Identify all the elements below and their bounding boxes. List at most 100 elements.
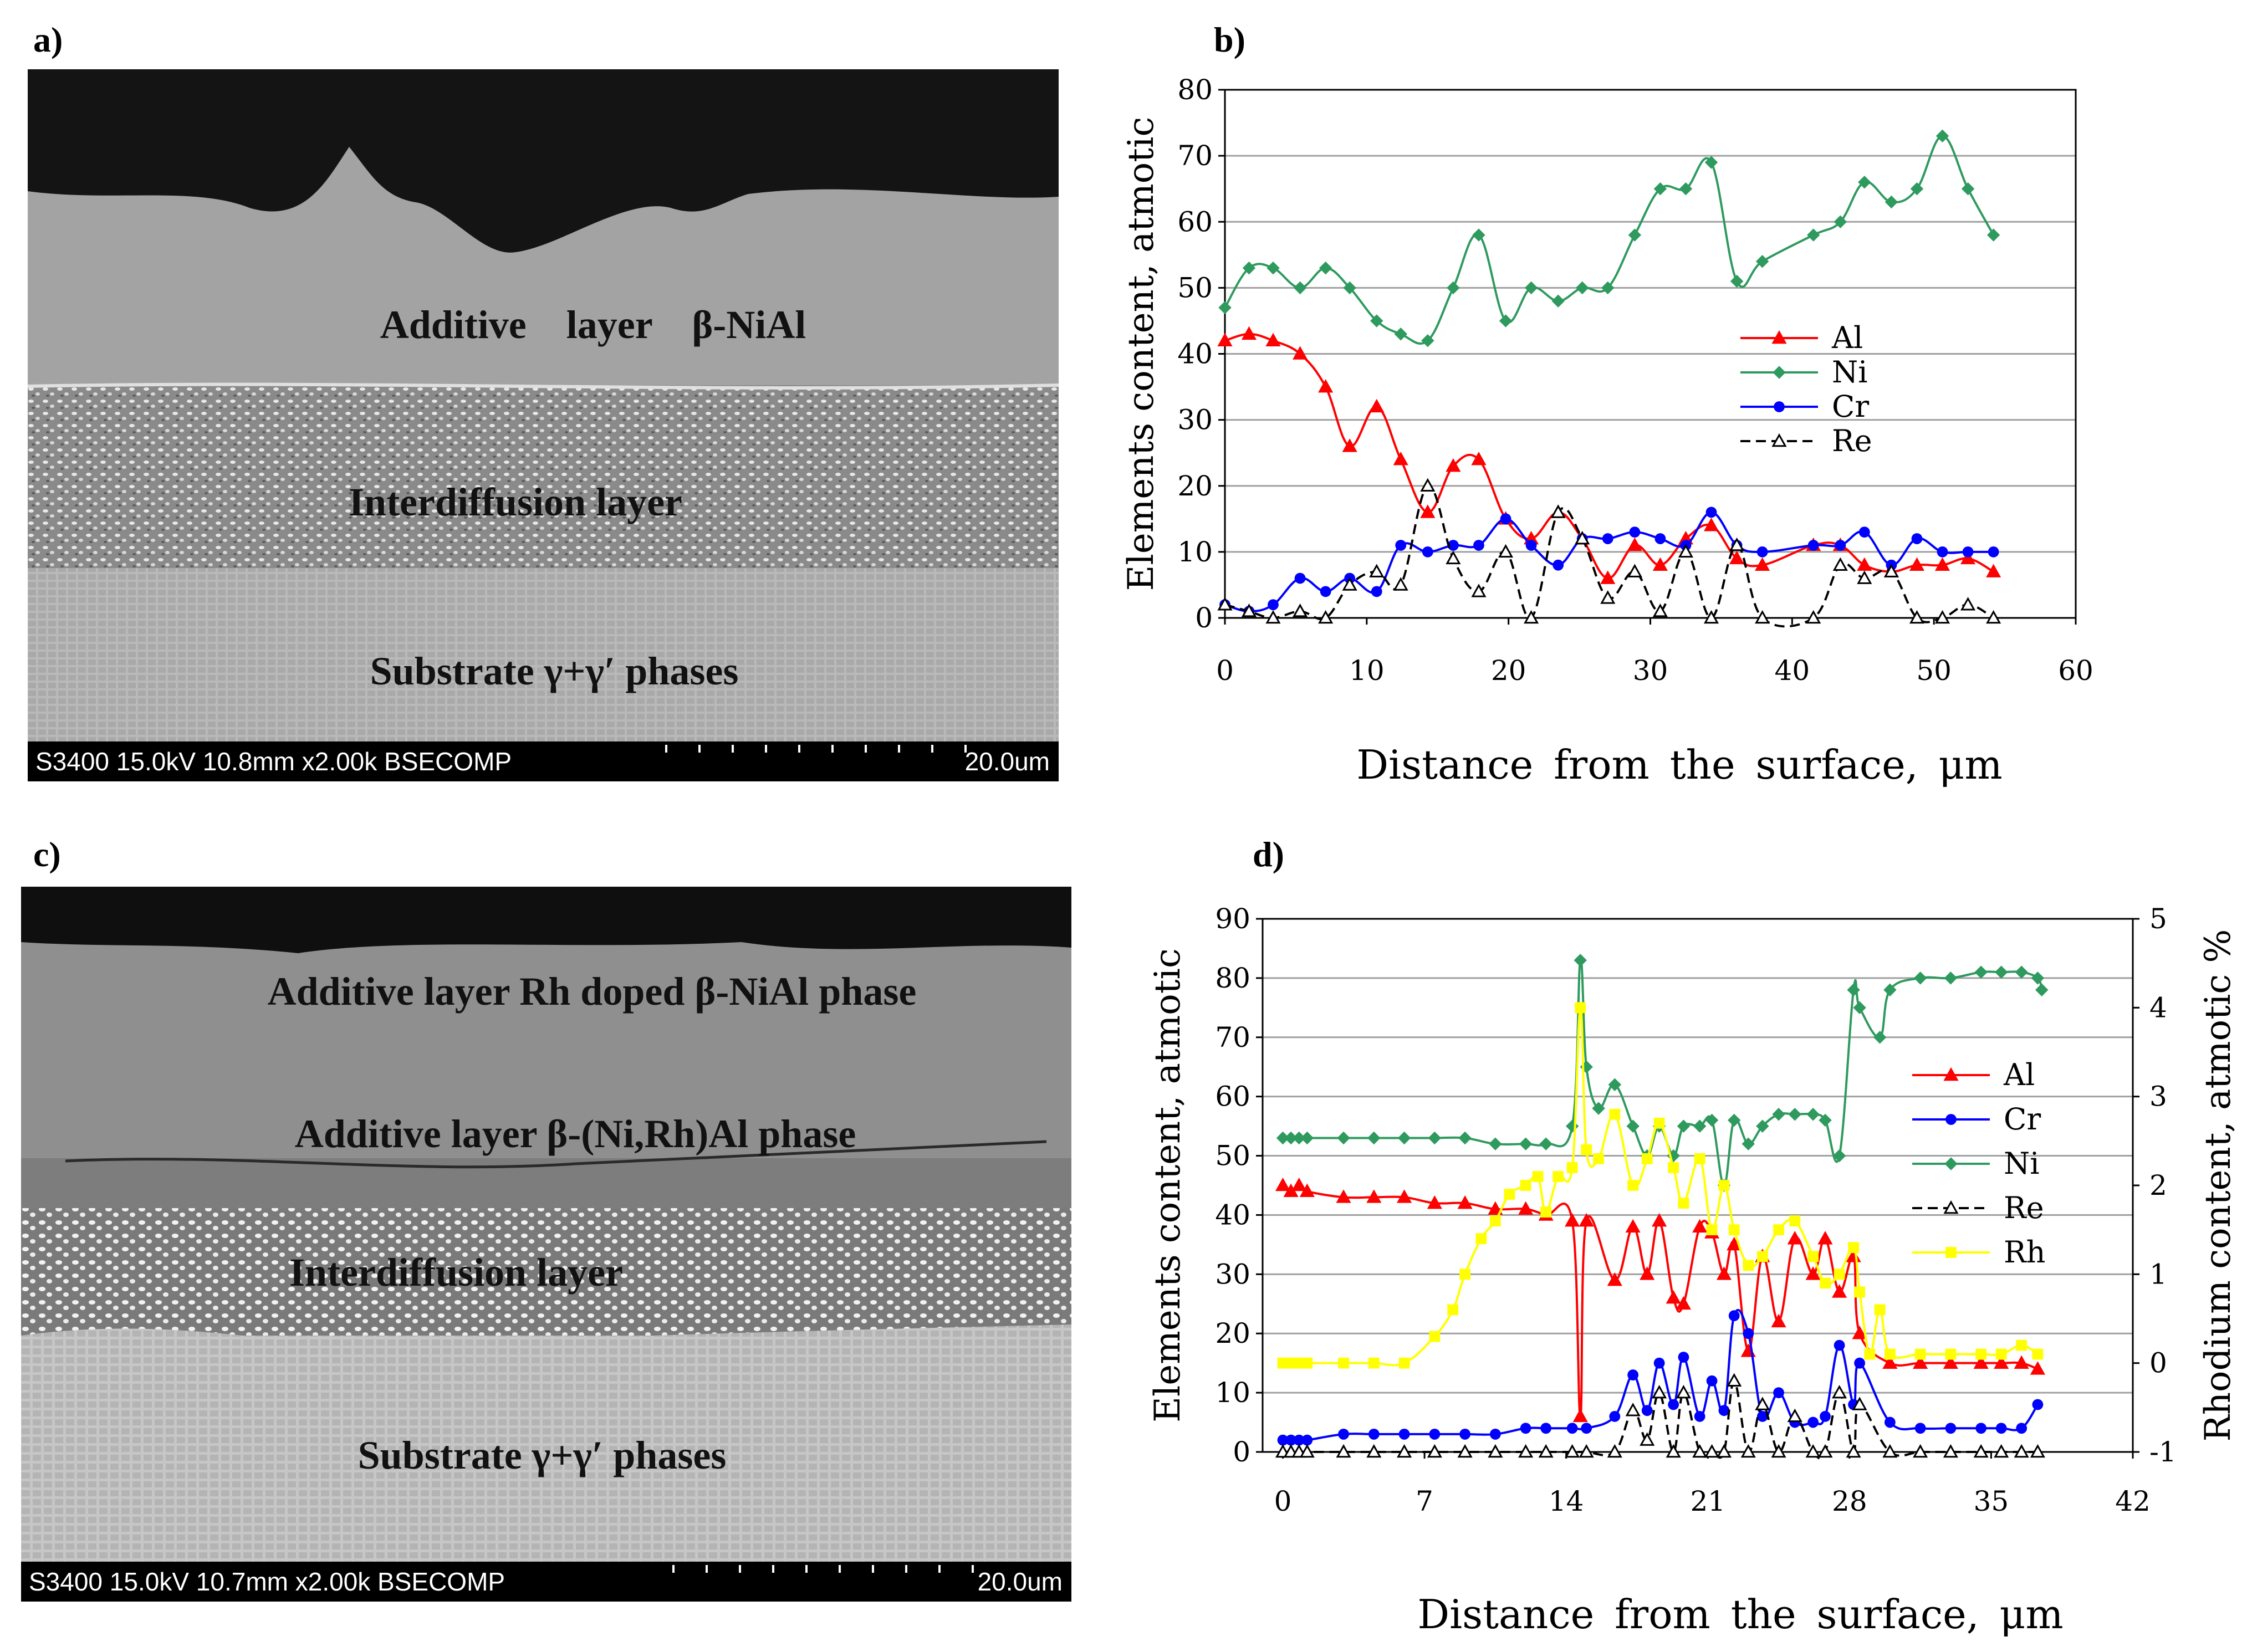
data-point-re bbox=[1607, 1444, 1622, 1458]
data-point-ni bbox=[2035, 983, 2049, 996]
data-point-al bbox=[1241, 326, 1257, 340]
legend-marker-al bbox=[1943, 1067, 1959, 1081]
y-tick-label: 50 bbox=[1215, 1140, 1250, 1172]
y-tick-label: 90 bbox=[1215, 903, 1250, 935]
x-axis-label: Distance from the surface, μm bbox=[1417, 1591, 2063, 1638]
data-point-al bbox=[1275, 1177, 1291, 1191]
y2-tick-label: 2 bbox=[2149, 1169, 2167, 1201]
data-point-ni bbox=[1853, 1001, 1866, 1015]
x-tick-label: 30 bbox=[1633, 654, 1668, 687]
data-point-cr bbox=[2032, 1399, 2044, 1410]
y-tick-label: 80 bbox=[1177, 74, 1213, 106]
data-point-rh bbox=[1756, 1251, 1768, 1262]
data-point-al bbox=[1420, 504, 1436, 518]
layer-label-a-additive: Additive layer β-NiAl bbox=[380, 303, 806, 347]
y2-axis-label: Rhodium content, atmotic % bbox=[2198, 929, 2239, 1442]
data-point-ni bbox=[1807, 228, 1820, 242]
data-point-re bbox=[1446, 550, 1461, 565]
data-point-al bbox=[1565, 1213, 1580, 1227]
data-point-re bbox=[1420, 478, 1436, 492]
data-point-re bbox=[1457, 1444, 1473, 1458]
data-point-rh bbox=[1834, 1269, 1845, 1280]
data-point-cr bbox=[1473, 540, 1484, 551]
legend-marker-re bbox=[1771, 433, 1787, 447]
x-tick-label: 42 bbox=[2115, 1485, 2151, 1517]
data-point-al bbox=[1755, 557, 1770, 571]
data-point-rh bbox=[1581, 1144, 1592, 1155]
data-point-ni bbox=[1913, 971, 1927, 985]
data-point-ni bbox=[1628, 228, 1642, 242]
data-point-rh bbox=[1914, 1348, 1926, 1360]
series-line-re bbox=[1224, 484, 1994, 628]
data-point-ni bbox=[1489, 1137, 1502, 1150]
data-point-rh bbox=[1848, 1242, 1860, 1254]
data-point-cr bbox=[1500, 513, 1511, 525]
data-point-cr bbox=[1609, 1410, 1621, 1422]
scale-ticks-a bbox=[665, 745, 967, 753]
data-point-re bbox=[1241, 603, 1257, 617]
data-point-re bbox=[1787, 1408, 1802, 1423]
data-point-re bbox=[2030, 1444, 2045, 1458]
data-point-re bbox=[1994, 1444, 2009, 1458]
series-re bbox=[1217, 478, 2001, 628]
data-point-cr bbox=[1653, 1357, 1665, 1369]
legend-marker-cr bbox=[1945, 1114, 1957, 1125]
data-point-al bbox=[1607, 1272, 1622, 1286]
data-point-al bbox=[1986, 564, 2001, 577]
data-point-ni bbox=[1858, 176, 1871, 189]
data-point-al bbox=[2014, 1355, 2029, 1369]
data-point-ni bbox=[1458, 1131, 1472, 1145]
data-point-cr bbox=[1911, 533, 1923, 544]
data-point-rh bbox=[1789, 1215, 1801, 1227]
legend-label-cr: Cr bbox=[2004, 1102, 2041, 1137]
data-point-cr bbox=[1627, 1369, 1639, 1380]
data-point-rh bbox=[1773, 1224, 1784, 1236]
data-point-re bbox=[1498, 544, 1514, 558]
data-point-cr bbox=[1398, 1429, 1410, 1440]
sem-image-a-graphic bbox=[28, 69, 1059, 781]
data-point-re bbox=[1666, 1444, 1681, 1458]
series-re bbox=[1275, 1373, 2045, 1460]
data-point-cr bbox=[1395, 540, 1407, 551]
x-tick-label: 21 bbox=[1690, 1485, 1725, 1517]
data-point-cr bbox=[1914, 1423, 1926, 1434]
data-point-al bbox=[1652, 557, 1668, 571]
data-point-al bbox=[1293, 346, 1308, 360]
data-point-cr bbox=[1371, 586, 1382, 597]
data-point-al bbox=[1366, 1189, 1382, 1203]
data-point-al bbox=[1994, 1355, 2009, 1369]
legend-marker-al bbox=[1771, 330, 1787, 344]
data-point-re bbox=[1832, 557, 1848, 571]
data-point-cr bbox=[1678, 1352, 1689, 1363]
data-point-cr bbox=[1718, 1405, 1730, 1416]
data-point-ni bbox=[1343, 281, 1356, 295]
data-point-cr bbox=[1668, 1399, 1679, 1410]
data-point-al bbox=[1572, 1408, 1588, 1423]
data-point-rh bbox=[1575, 1002, 1586, 1014]
data-point-re bbox=[1524, 610, 1539, 624]
data-point-al bbox=[1342, 438, 1357, 452]
data-point-cr bbox=[1756, 546, 1768, 558]
x-tick-label: 50 bbox=[1916, 654, 1952, 687]
data-point-rh bbox=[1459, 1269, 1471, 1280]
data-point-re bbox=[1883, 564, 1899, 577]
data-point-cr bbox=[1602, 533, 1613, 544]
data-point-ni bbox=[2015, 965, 2028, 979]
data-point-ni bbox=[1819, 1113, 1832, 1127]
data-point-cr bbox=[1525, 540, 1537, 551]
data-point-cr bbox=[1854, 1357, 1865, 1369]
data-point-al bbox=[1832, 1284, 1847, 1298]
data-point-rh bbox=[1728, 1224, 1740, 1236]
layer-label-c-substrate: Substrate γ+γ′ phases bbox=[358, 1433, 727, 1477]
data-point-ni bbox=[1551, 294, 1565, 308]
data-point-re bbox=[1740, 1444, 1756, 1458]
data-point-re bbox=[1299, 1444, 1315, 1458]
data-point-ni bbox=[1772, 1108, 1785, 1121]
data-point-cr bbox=[1459, 1429, 1471, 1440]
data-point-ni bbox=[1370, 314, 1383, 328]
legend-marker-ni bbox=[1773, 366, 1786, 379]
sem-info-bar-a: S3400 15.0kV 10.8mm x2.00k BSECOMP 20.0u… bbox=[28, 741, 1059, 781]
x-tick-label: 60 bbox=[2058, 654, 2093, 687]
data-point-ni bbox=[1601, 281, 1615, 295]
